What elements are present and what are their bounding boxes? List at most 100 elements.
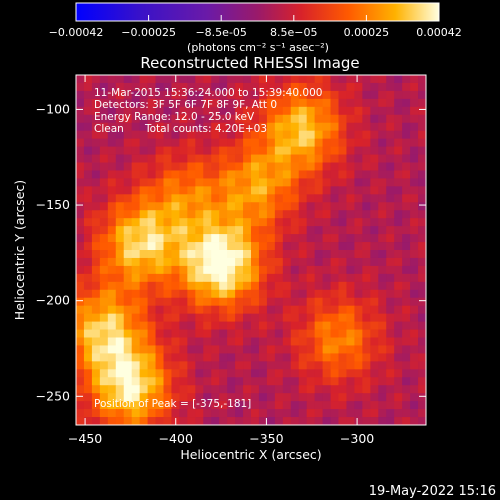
heatmap-cell xyxy=(99,202,109,211)
heatmap-cell xyxy=(107,218,117,227)
heatmap-cell xyxy=(219,90,228,100)
heatmap-cell xyxy=(163,273,172,283)
heatmap-cell xyxy=(179,122,188,132)
heatmap-cell xyxy=(338,377,347,386)
heatmap-cell xyxy=(131,194,141,203)
heatmap-cell xyxy=(362,345,371,354)
heatmap-cell xyxy=(131,218,141,227)
heatmap-cell xyxy=(394,186,403,195)
heatmap-cell xyxy=(123,226,133,235)
heatmap-cell xyxy=(123,242,133,251)
heatmap-cell xyxy=(107,385,117,394)
heatmap-cell xyxy=(147,369,156,378)
heatmap-cell xyxy=(418,114,427,124)
heatmap-cell xyxy=(394,273,403,283)
heatmap-cell xyxy=(163,218,172,227)
colorbar-tick-label: −0.00042 xyxy=(49,26,104,39)
heatmap-cell xyxy=(338,82,347,92)
heatmap-cell xyxy=(274,409,284,418)
heatmap-cell xyxy=(211,257,220,267)
heatmap-cell xyxy=(266,210,276,219)
heatmap-cell xyxy=(362,138,371,147)
heatmap-cell xyxy=(290,257,300,267)
heatmap-cell xyxy=(274,226,284,235)
heatmap-cell xyxy=(155,226,164,235)
heatmap-cell xyxy=(378,138,387,147)
heatmap-cell xyxy=(314,162,323,171)
heatmap-cell xyxy=(346,106,355,116)
heatmap-cell xyxy=(195,353,204,362)
heatmap-cell xyxy=(235,369,244,378)
heatmap-cell xyxy=(298,226,308,235)
heatmap-cell xyxy=(179,210,188,219)
heatmap-cell xyxy=(139,170,148,179)
heatmap-cell xyxy=(298,409,308,418)
heatmap-cell xyxy=(147,361,156,370)
heatmap-cell xyxy=(211,305,220,315)
heatmap-cell xyxy=(76,210,85,219)
heatmap-cell xyxy=(76,273,85,283)
heatmap-cell xyxy=(219,122,228,132)
heatmap-cell xyxy=(330,393,339,402)
heatmap-cell xyxy=(155,361,164,370)
heatmap-cell xyxy=(131,305,141,315)
heatmap-cell xyxy=(91,377,101,386)
heatmap-cell xyxy=(139,337,148,346)
heatmap-cell xyxy=(362,234,371,243)
heatmap-cell xyxy=(147,337,156,346)
heatmap-cell xyxy=(219,401,228,410)
heatmap-cell xyxy=(99,337,109,346)
heatmap-cell xyxy=(410,361,419,370)
heatmap-cell xyxy=(251,202,260,211)
heatmap-cell xyxy=(211,234,220,243)
heatmap-cell xyxy=(394,210,403,219)
heatmap-cell xyxy=(115,417,125,426)
heatmap-cell xyxy=(354,385,363,394)
heatmap-cell xyxy=(107,154,117,163)
heatmap-cell xyxy=(370,297,379,307)
heatmap-cell xyxy=(147,417,156,426)
heatmap-cell xyxy=(346,289,355,299)
heatmap-cell xyxy=(91,353,101,362)
heatmap-cell xyxy=(171,377,180,386)
heatmap-cell xyxy=(76,114,85,124)
heatmap-cell xyxy=(282,369,292,378)
heatmap-cell xyxy=(115,90,125,100)
heatmap-cell xyxy=(410,218,419,227)
heatmap-cell xyxy=(76,417,85,426)
heatmap-cell xyxy=(402,281,411,291)
colorbar-unit: (photons cm⁻² s⁻¹ asec⁻²) xyxy=(187,41,329,54)
heatmap-cell xyxy=(211,329,220,338)
heatmap-cell xyxy=(115,281,125,291)
heatmap-cell xyxy=(402,377,411,386)
heatmap-cell xyxy=(211,393,220,402)
heatmap-cell xyxy=(394,369,403,378)
heatmap-cell xyxy=(83,289,93,299)
heatmap-cell xyxy=(394,162,403,171)
heatmap-cell xyxy=(418,281,427,291)
heatmap-cell xyxy=(227,345,236,354)
heatmap-cell xyxy=(306,393,316,402)
heatmap-cell xyxy=(402,265,411,275)
heatmap-cell xyxy=(258,106,268,116)
heatmap-cell xyxy=(203,138,212,147)
heatmap-cell xyxy=(274,194,284,203)
heatmap-cell xyxy=(211,114,220,124)
heatmap-cell xyxy=(203,146,212,155)
heatmap-cell xyxy=(187,321,196,330)
heatmap-cell xyxy=(298,194,308,203)
heatmap-cell xyxy=(378,82,387,92)
heatmap-cell xyxy=(394,242,403,251)
heatmap-cell xyxy=(402,210,411,219)
heatmap-cell xyxy=(314,297,323,307)
heatmap-cell xyxy=(211,273,220,283)
heatmap-cell xyxy=(370,162,379,171)
heatmap-cell xyxy=(171,138,180,147)
heatmap-cell xyxy=(306,401,316,410)
heatmap-cell xyxy=(179,297,188,307)
heatmap-cell xyxy=(139,194,148,203)
heatmap-cell xyxy=(235,313,244,322)
heatmap-cell xyxy=(155,106,164,116)
heatmap-cell xyxy=(354,281,363,291)
heatmap-cell xyxy=(282,273,292,283)
